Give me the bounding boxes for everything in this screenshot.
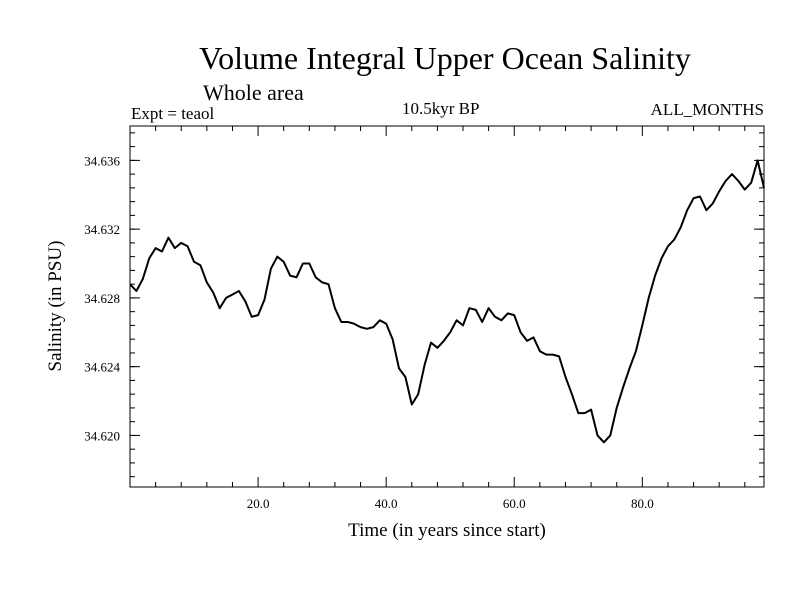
minor-ticks bbox=[130, 126, 764, 487]
y-tick-label: 34.620 bbox=[84, 428, 120, 443]
y-tick-labels: 34.620 34.624 34.628 34.632 34.636 bbox=[84, 153, 120, 443]
x-tick-label: 60.0 bbox=[503, 496, 526, 511]
x-tick-labels: 20.0 40.0 60.0 80.0 bbox=[247, 496, 654, 511]
y-tick-label: 34.632 bbox=[84, 222, 120, 237]
period-label: 10.5kyr BP bbox=[402, 99, 480, 118]
months-label: ALL_MONTHS bbox=[650, 100, 764, 119]
x-axis-label: Time (in years since start) bbox=[348, 520, 546, 541]
major-ticks bbox=[130, 126, 764, 487]
plot-frame bbox=[129, 125, 765, 488]
x-tick-label: 80.0 bbox=[631, 496, 654, 511]
y-axis-label: Salinity (in PSU) bbox=[45, 241, 66, 372]
salinity-series-line bbox=[129, 159, 765, 444]
x-tick-label: 20.0 bbox=[247, 496, 270, 511]
y-tick-label: 34.628 bbox=[84, 291, 120, 306]
y-tick-label: 34.636 bbox=[84, 153, 120, 168]
chart-title: Volume Integral Upper Ocean Salinity bbox=[199, 40, 691, 76]
experiment-label: Expt = teaol bbox=[131, 104, 215, 123]
x-tick-label: 40.0 bbox=[375, 496, 398, 511]
y-tick-label: 34.624 bbox=[84, 360, 120, 375]
chart-subtitle: Whole area bbox=[203, 80, 304, 105]
